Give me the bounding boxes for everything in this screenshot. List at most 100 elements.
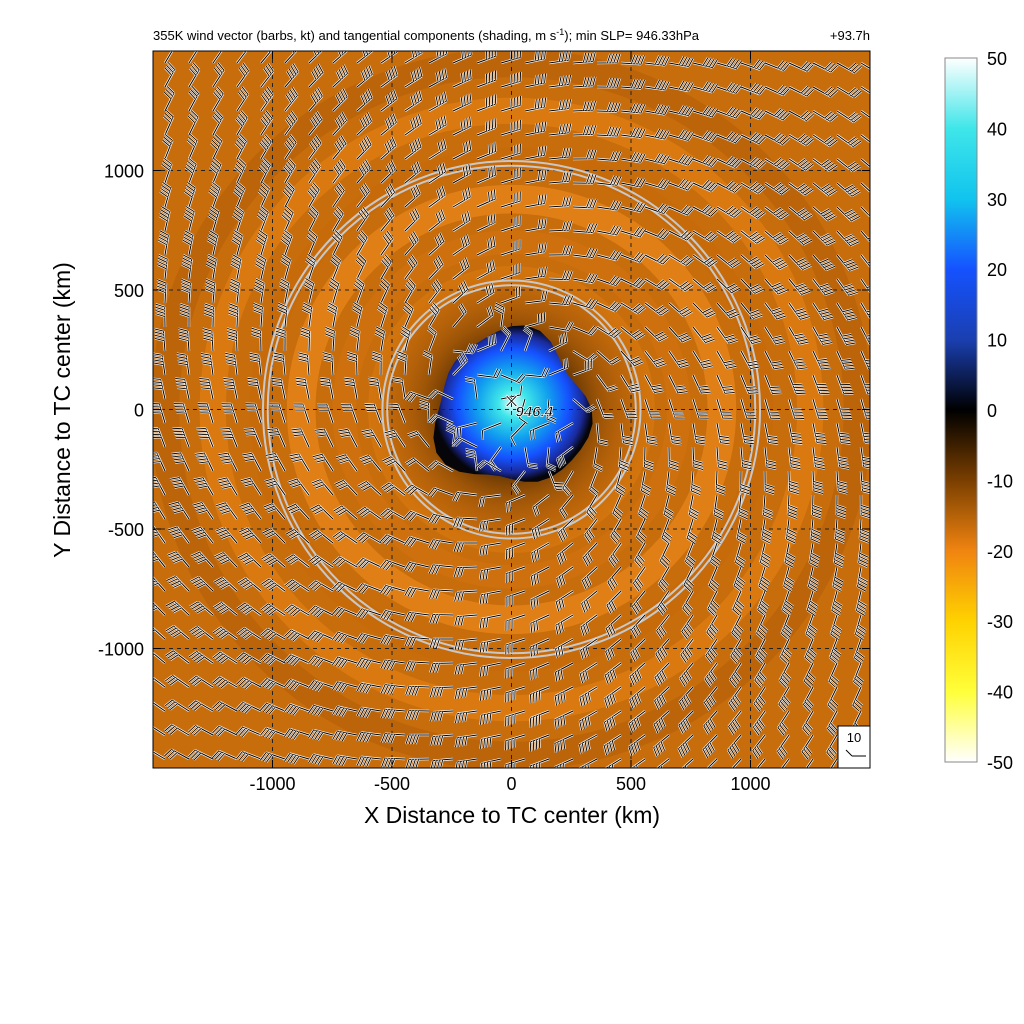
wind-barb bbox=[403, 277, 417, 304]
wind-barb bbox=[620, 301, 647, 315]
wind-barb bbox=[428, 115, 448, 137]
wind-barb bbox=[403, 391, 430, 403]
wind-barb bbox=[187, 109, 199, 136]
wind-barb bbox=[716, 205, 743, 219]
wind-barb bbox=[181, 254, 193, 280]
wind-barb bbox=[428, 67, 448, 89]
wind-barb bbox=[211, 85, 225, 112]
wind-barb bbox=[709, 542, 721, 569]
wind-barb bbox=[221, 402, 239, 424]
wind-barb bbox=[355, 557, 382, 569]
wind-barb bbox=[172, 427, 191, 448]
wind-barb bbox=[452, 351, 468, 376]
wind-barb bbox=[734, 542, 746, 569]
wind-barb bbox=[635, 518, 647, 545]
colorbar-tick-label: 20 bbox=[987, 260, 1007, 280]
wind-barb bbox=[328, 277, 340, 304]
wind-barb bbox=[332, 51, 349, 64]
wind-barb bbox=[157, 254, 169, 280]
wind-barb bbox=[763, 350, 784, 370]
wind-barb bbox=[231, 229, 244, 256]
wind-barb bbox=[153, 327, 167, 352]
wind-barb bbox=[284, 578, 310, 592]
wind-barb bbox=[860, 230, 870, 244]
wind-barb bbox=[196, 427, 215, 448]
wind-barb bbox=[524, 145, 547, 161]
wind-barb bbox=[346, 351, 359, 376]
wind-barb bbox=[620, 350, 644, 367]
wind-barb bbox=[788, 85, 815, 97]
wind-barb bbox=[452, 280, 469, 304]
wind-barb bbox=[187, 51, 199, 64]
wind-barb bbox=[764, 278, 788, 295]
wind-barb bbox=[740, 181, 767, 195]
wind-barb bbox=[281, 205, 295, 232]
wind-barb bbox=[668, 326, 692, 343]
wind-barb bbox=[404, 231, 420, 256]
wind-barb bbox=[284, 86, 299, 112]
wind-barb bbox=[215, 501, 238, 520]
wind-barb bbox=[256, 205, 270, 232]
wind-barb bbox=[692, 130, 719, 143]
wind-barb bbox=[522, 325, 533, 352]
wind-barb bbox=[191, 526, 214, 544]
wind-barb bbox=[282, 181, 296, 208]
wind-barb bbox=[835, 494, 847, 520]
wind-barb bbox=[556, 446, 574, 469]
wind-barb bbox=[620, 201, 647, 214]
wind-barb bbox=[364, 403, 383, 424]
wind-barb bbox=[170, 451, 191, 472]
wind-barb bbox=[812, 254, 836, 272]
wind-barb bbox=[524, 291, 548, 305]
wind-barb bbox=[812, 109, 839, 123]
wind-barb bbox=[307, 579, 334, 593]
wind-barb bbox=[643, 398, 661, 420]
wind-barb bbox=[716, 81, 743, 95]
wind-barb bbox=[668, 104, 695, 117]
wind-barb bbox=[682, 566, 695, 593]
wind-barb bbox=[620, 102, 646, 115]
wind-barb bbox=[428, 51, 448, 65]
wind-barb bbox=[340, 403, 359, 424]
wind-barb bbox=[236, 577, 262, 592]
wind-barb bbox=[640, 470, 652, 497]
wind-barb bbox=[169, 476, 191, 496]
wind-barb bbox=[548, 220, 573, 233]
wind-barb bbox=[572, 198, 598, 210]
colorbar-tick-label: 50 bbox=[987, 49, 1007, 69]
wind-barb bbox=[812, 278, 835, 296]
wind-barb bbox=[812, 85, 839, 98]
wind-barb bbox=[611, 494, 624, 521]
wind-barb bbox=[836, 254, 860, 272]
wind-barb bbox=[860, 278, 870, 295]
wind-barb bbox=[452, 92, 473, 113]
wind-barb bbox=[305, 253, 317, 280]
wind-barb bbox=[297, 351, 311, 376]
wind-barb bbox=[692, 204, 719, 218]
wind-barb bbox=[620, 226, 647, 239]
wind-barb bbox=[644, 178, 671, 190]
wind-barb bbox=[788, 182, 814, 196]
wind-barb bbox=[787, 470, 800, 495]
wind-barb bbox=[835, 422, 851, 445]
wind-barb bbox=[620, 326, 646, 341]
wind-barb bbox=[572, 247, 598, 259]
y-tick-label: 0 bbox=[134, 401, 144, 421]
wind-barb bbox=[763, 326, 786, 345]
barb-ref-label: 10 bbox=[847, 730, 861, 745]
wind-barb bbox=[691, 374, 712, 395]
colorbar-tick-label: -20 bbox=[987, 542, 1013, 562]
wind-barb bbox=[712, 494, 725, 521]
wind-barb bbox=[596, 350, 621, 366]
wind-barb bbox=[192, 501, 214, 520]
wind-barb bbox=[572, 100, 597, 113]
wind-barb bbox=[379, 507, 406, 521]
wind-barb bbox=[168, 501, 191, 520]
wind-barb bbox=[332, 87, 349, 112]
wind-barb bbox=[452, 187, 472, 209]
wind-barb bbox=[836, 134, 862, 148]
wind-barb bbox=[787, 398, 805, 420]
wind-barb bbox=[280, 229, 293, 256]
wind-barb bbox=[740, 107, 767, 120]
wind-barb bbox=[238, 527, 262, 544]
